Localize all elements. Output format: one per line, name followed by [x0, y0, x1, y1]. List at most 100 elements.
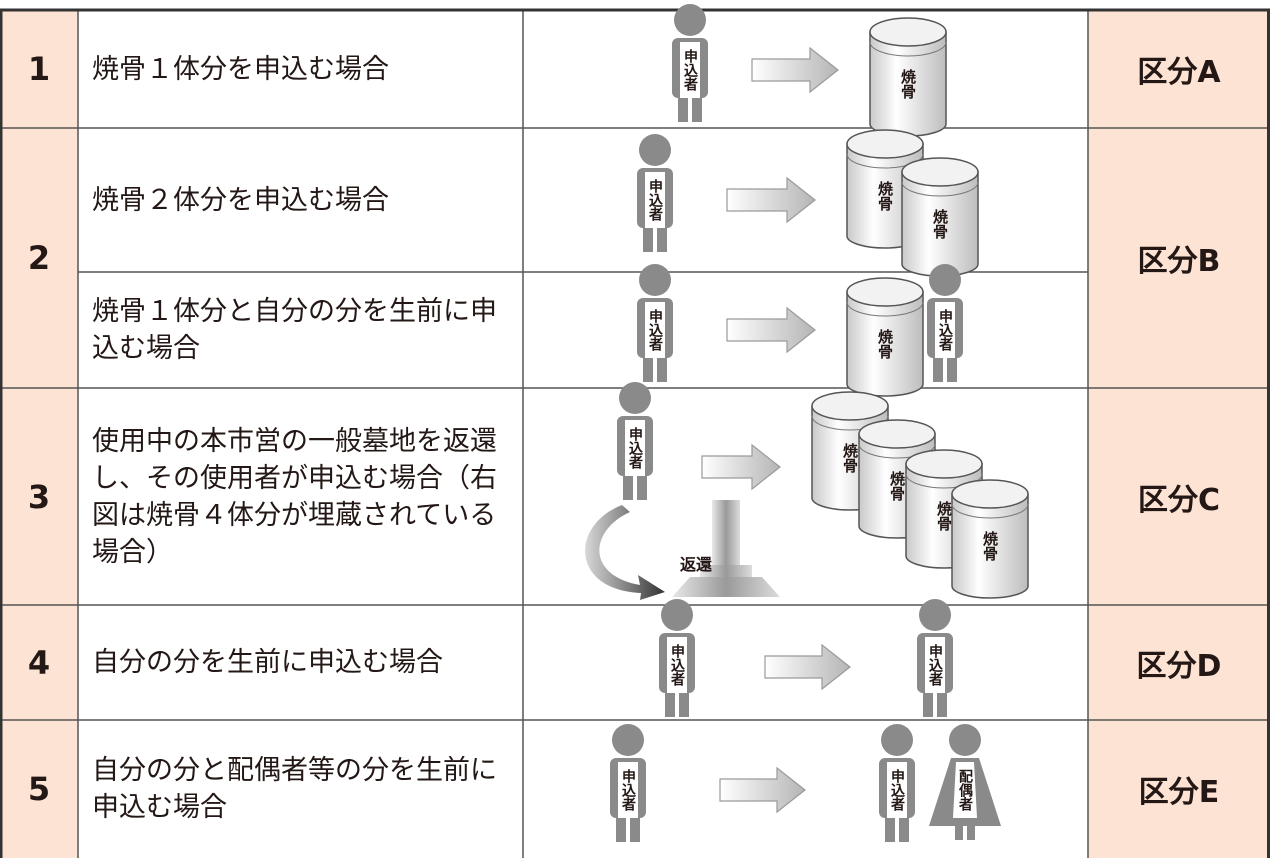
- urn-icon: 焼骨: [901, 157, 979, 277]
- spouse-icon: 配偶者: [929, 724, 1001, 840]
- leg: [643, 352, 653, 382]
- icon-label: 申込者: [647, 178, 663, 221]
- category-text: 区分B: [1137, 244, 1221, 279]
- urn-body: [846, 291, 924, 397]
- leg: [623, 470, 633, 500]
- head: [919, 599, 951, 631]
- category: 区分A: [1088, 10, 1270, 128]
- applicant-icon: 申込者: [617, 382, 653, 500]
- leg: [885, 812, 895, 842]
- label-bg: [935, 302, 955, 358]
- arrow: [726, 176, 816, 224]
- label-bg: [645, 302, 665, 358]
- leg: [967, 822, 975, 840]
- icon-label: 焼骨: [935, 500, 953, 532]
- row-number-text: 2: [27, 239, 51, 277]
- case-description: 焼骨２体分を申込む場合: [78, 128, 523, 272]
- urn-lid: [951, 479, 1029, 509]
- grave-base: [700, 565, 752, 577]
- row-number-text: 1: [27, 50, 51, 88]
- case-description: 焼骨１体分と自分の分を生前に申込む場合: [78, 272, 523, 388]
- arrow: [764, 643, 851, 691]
- case-description: 焼骨１体分を申込む場合: [78, 10, 523, 128]
- case-description-text: 使用中の本市営の一般墓地を返還し、その使用者が申込む場合（右図は焼骨４体分が埋蔵…: [92, 425, 497, 568]
- urn-icon: 焼骨: [846, 277, 924, 397]
- case-description: 自分の分と配偶者等の分を生前に申込む場合: [78, 720, 523, 858]
- head: [949, 724, 981, 756]
- leg: [937, 687, 947, 717]
- grave-stone: [712, 500, 740, 570]
- case-description-text: 焼骨２体分を申込む場合: [92, 184, 389, 216]
- case-description-text: 自分の分と配偶者等の分を生前に申込む場合: [92, 755, 497, 823]
- applicant-icon: 申込者: [637, 134, 673, 252]
- urn-lid: [846, 129, 924, 159]
- leg: [616, 812, 626, 842]
- arrow: [726, 306, 816, 354]
- urn-rim: [846, 301, 924, 317]
- icon-label: 焼骨: [876, 180, 894, 212]
- icon-label: 焼骨: [899, 68, 917, 100]
- leg: [923, 687, 933, 717]
- label-bg: [667, 637, 687, 693]
- leg: [657, 222, 667, 252]
- label-bg: [645, 172, 665, 228]
- icon-label: 申込者: [627, 426, 643, 469]
- row-number: 2: [0, 128, 78, 388]
- icon-label: 配偶者: [957, 769, 973, 811]
- case-description: 自分の分を生前に申込む場合: [78, 605, 523, 720]
- category: 区分B: [1088, 128, 1270, 388]
- label-bg: [953, 762, 977, 818]
- urn-lid: [858, 419, 936, 449]
- leg: [692, 92, 702, 122]
- urn-lid: [846, 277, 924, 307]
- icon-label: 申込者: [620, 768, 636, 811]
- grave-icon: 返還: [585, 500, 780, 600]
- urn-rim: [951, 503, 1029, 519]
- leg: [899, 812, 909, 842]
- head: [661, 599, 693, 631]
- icon-label: 申込者: [669, 643, 685, 686]
- applicant-icon: 申込者: [659, 599, 695, 717]
- label-bg: [618, 762, 638, 818]
- leg: [643, 222, 653, 252]
- return-arrow: [585, 505, 665, 600]
- row-number: 4: [0, 605, 78, 720]
- leg: [665, 687, 675, 717]
- icon-label: 申込者: [647, 308, 663, 351]
- leg: [679, 687, 689, 717]
- leg: [947, 352, 957, 382]
- row-number: 3: [0, 388, 78, 605]
- category: 区分D: [1088, 605, 1270, 720]
- label-bg: [887, 762, 907, 818]
- category: 区分C: [1088, 388, 1270, 605]
- row-number-text: 5: [27, 770, 51, 808]
- applicant-icon: 申込者: [927, 264, 963, 382]
- urn-icon: 焼骨: [869, 17, 947, 137]
- case-description-text: 焼骨１体分と自分の分を生前に申込む場合: [92, 296, 497, 364]
- head: [619, 382, 651, 414]
- icon-label: 焼骨: [888, 470, 906, 502]
- leg: [657, 352, 667, 382]
- head: [929, 264, 961, 296]
- leg: [933, 352, 943, 382]
- icon-label: 申込者: [889, 768, 905, 811]
- applicant-icon: 申込者: [672, 4, 708, 122]
- category-text: 区分E: [1138, 775, 1220, 810]
- row-number: 1: [0, 10, 78, 128]
- arrow: [751, 46, 839, 94]
- row-number: 5: [0, 720, 78, 858]
- applicant-icon: 申込者: [610, 724, 646, 842]
- urn-lid: [905, 449, 983, 479]
- category: 区分E: [1088, 720, 1270, 858]
- icon-label: 焼骨: [841, 442, 859, 474]
- urn-rim: [901, 181, 979, 197]
- applicant-icon: 申込者: [879, 724, 915, 842]
- icon-label: 焼骨: [981, 530, 999, 562]
- applicant-icon: 申込者: [917, 599, 953, 717]
- icon-label: 申込者: [682, 48, 698, 91]
- icon-label: 焼骨: [931, 208, 949, 240]
- icon-label: 申込者: [937, 308, 953, 351]
- head: [612, 724, 644, 756]
- head: [881, 724, 913, 756]
